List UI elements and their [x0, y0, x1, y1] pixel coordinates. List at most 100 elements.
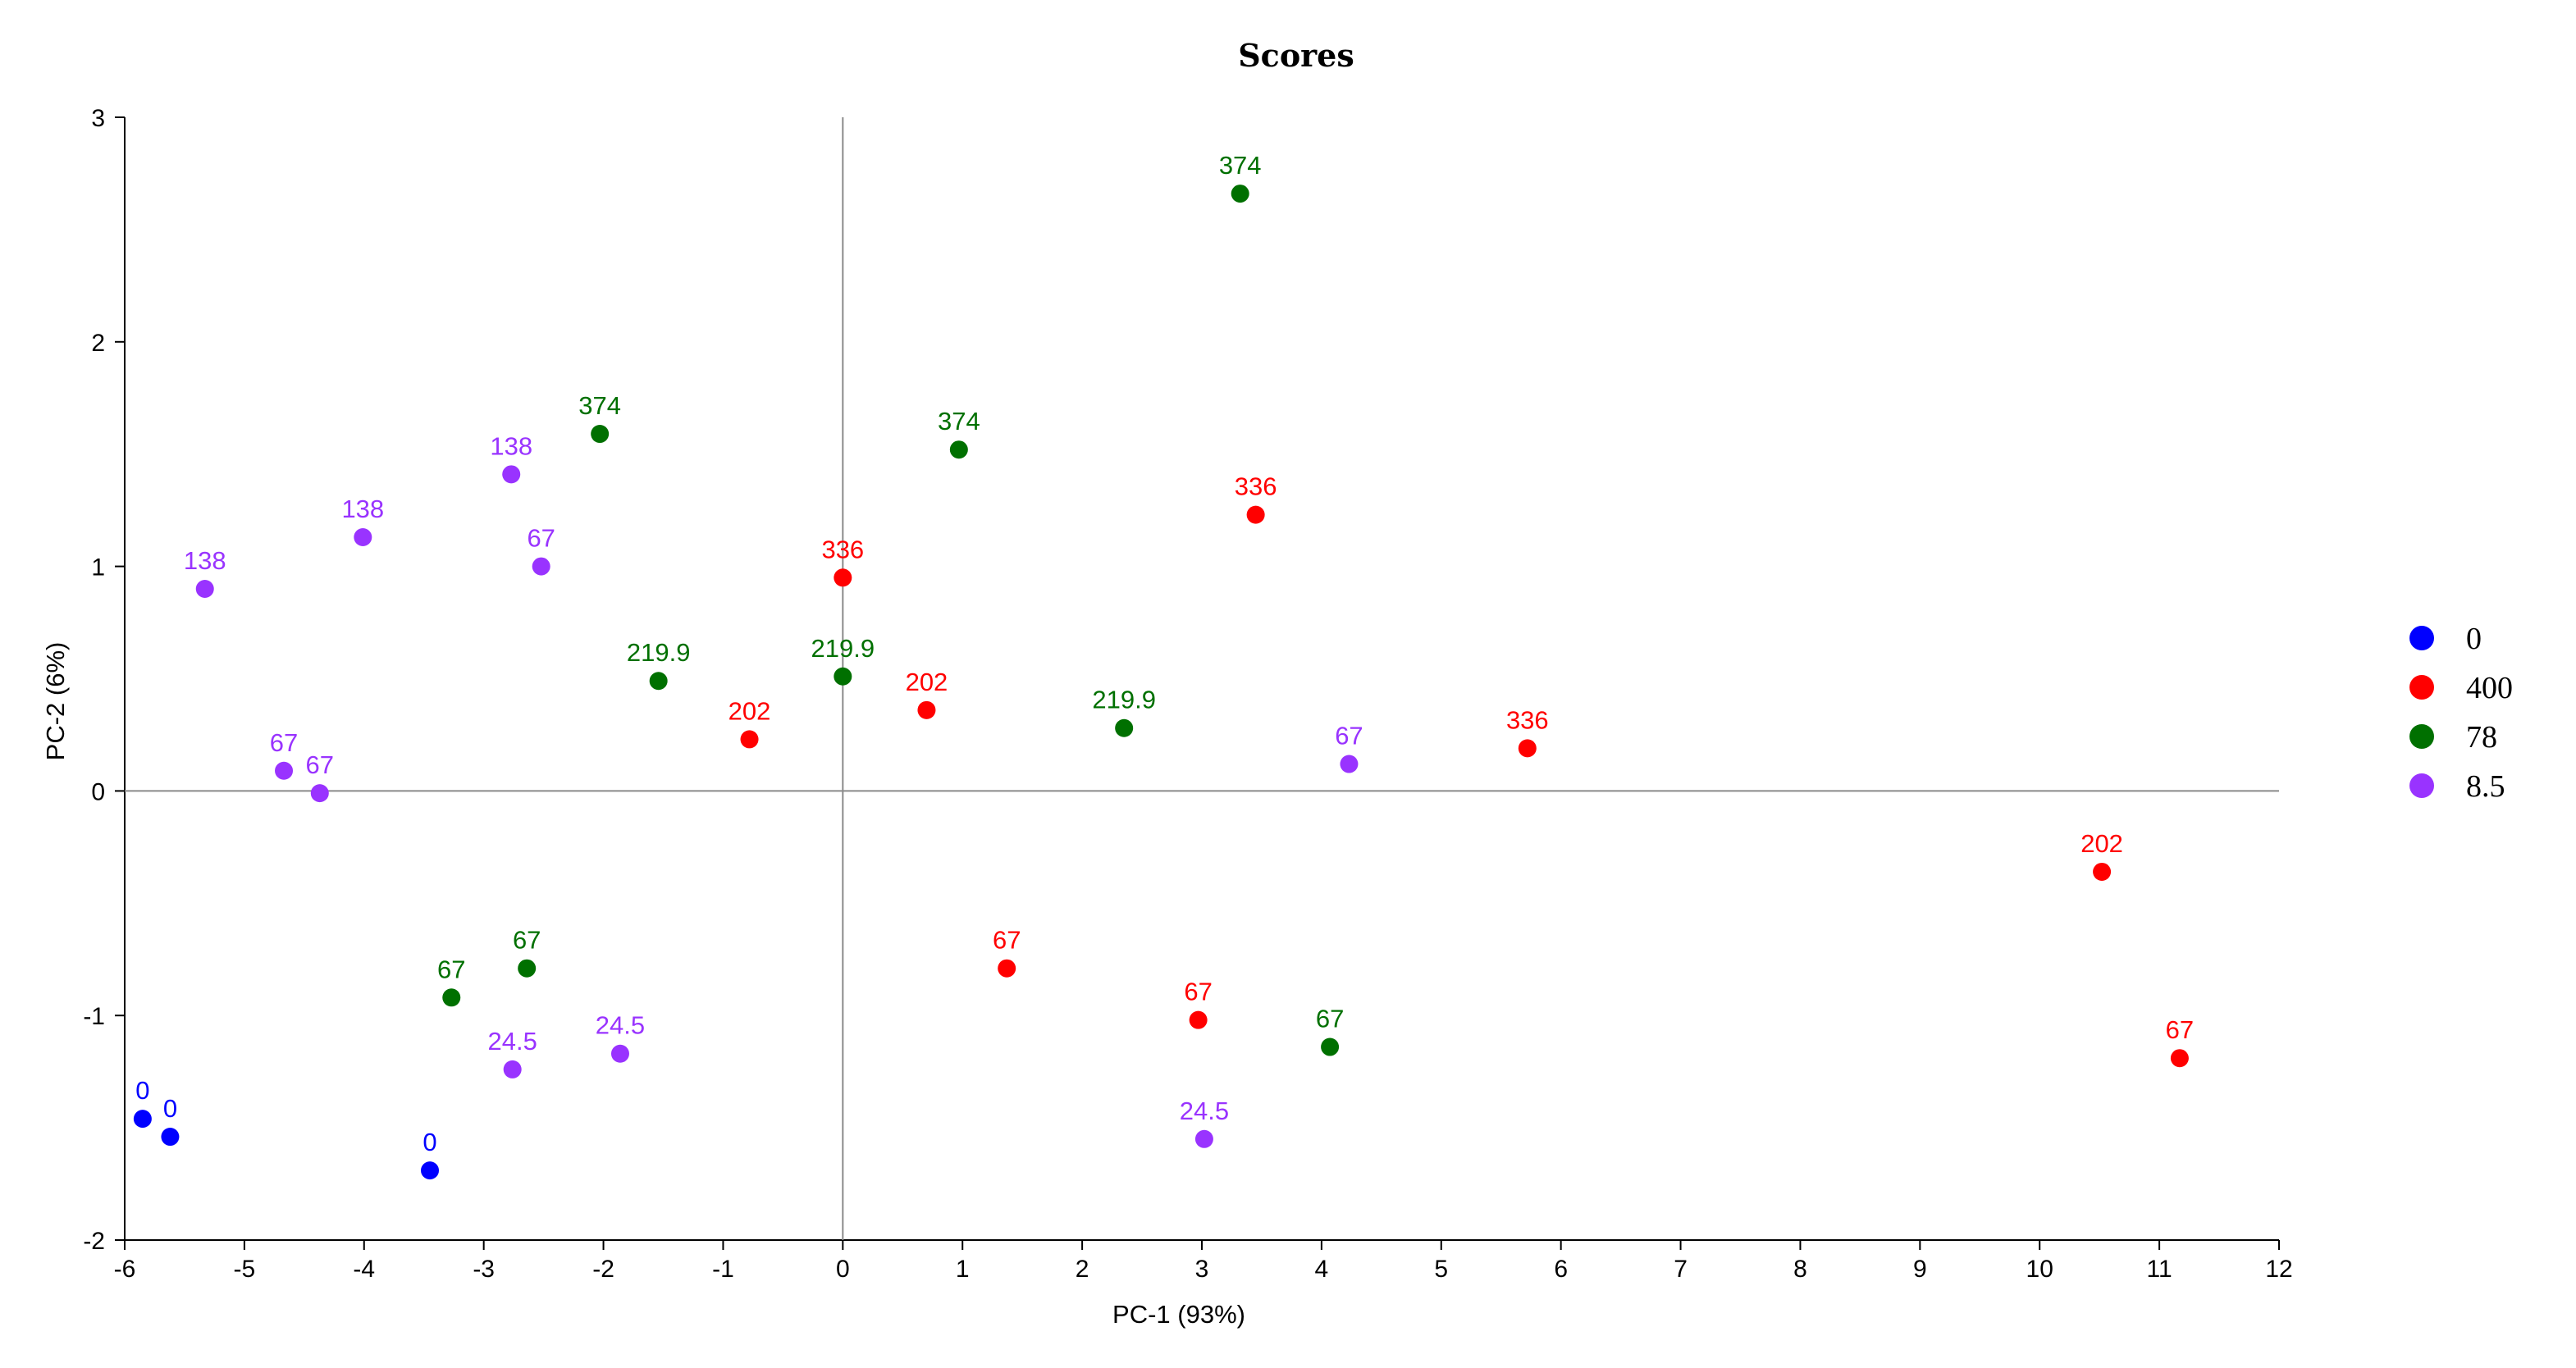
x-tick-label: 5 — [1434, 1256, 1448, 1283]
x-tick-label: -4 — [353, 1256, 375, 1283]
y-tick-label: -2 — [83, 1228, 105, 1255]
data-point — [1189, 1010, 1208, 1029]
point-label: 219.9 — [627, 638, 691, 667]
x-tick-label: 7 — [1674, 1256, 1688, 1283]
data-point — [310, 784, 329, 803]
x-tick-label: 12 — [2265, 1256, 2292, 1283]
point-label: 0 — [163, 1094, 177, 1123]
data-point — [532, 557, 550, 576]
point-label: 336 — [821, 535, 864, 563]
data-point — [1115, 718, 1134, 737]
x-tick-label: -3 — [473, 1256, 495, 1283]
point-label: 202 — [2080, 829, 2123, 858]
x-tick-label: 9 — [1913, 1256, 1927, 1283]
point-label: 67 — [270, 728, 298, 757]
legend-marker — [2409, 675, 2434, 700]
point-label: 67 — [1316, 1005, 1344, 1033]
data-point — [354, 528, 372, 547]
data-point — [834, 568, 852, 587]
data-point — [917, 700, 936, 719]
data-point — [442, 988, 461, 1007]
data-point — [740, 730, 759, 749]
point-label: 374 — [1219, 151, 1262, 180]
point-label: 138 — [184, 546, 226, 575]
data-point — [834, 667, 852, 686]
legend-label: 400 — [2466, 671, 2513, 705]
legend-label: 0 — [2466, 622, 2482, 656]
point-label: 67 — [513, 926, 541, 955]
point-label: 219.9 — [1092, 686, 1156, 714]
x-tick-label: -2 — [592, 1256, 614, 1283]
x-axis-label: PC-1 (93%) — [1112, 1300, 1245, 1329]
data-point — [518, 959, 537, 978]
x-axis-ticks: -6 -5 -4 -3 -2 -1 0 1 2 3 4 5 6 7 8 9 10 11 12 — [114, 1240, 2293, 1283]
legend: 0 400 78 8.5 — [2409, 622, 2513, 804]
data-points: 000202336202336336676720267374374374219.… — [133, 151, 2194, 1180]
data-point — [503, 1060, 522, 1078]
point-label: 202 — [906, 668, 948, 696]
point-label: 24.5 — [596, 1011, 645, 1040]
point-label: 138 — [341, 495, 384, 523]
data-point — [610, 1044, 629, 1063]
legend-label: 78 — [2466, 720, 2497, 755]
point-label: 67 — [306, 750, 334, 779]
y-axis-label: PC-2 (6%) — [41, 642, 70, 761]
data-point — [133, 1110, 152, 1129]
point-label: 0 — [422, 1128, 436, 1156]
y-tick-label: 2 — [91, 330, 105, 357]
point-label: 336 — [1235, 472, 1277, 501]
legend-label: 8.5 — [2466, 769, 2505, 804]
x-tick-label: -6 — [114, 1256, 136, 1283]
data-point — [421, 1161, 440, 1180]
point-label: 67 — [2166, 1015, 2194, 1044]
data-point — [195, 579, 214, 598]
data-point — [1518, 739, 1537, 758]
y-axis-ticks: -2 -1 0 1 2 3 — [83, 105, 125, 1255]
data-point — [1321, 1037, 1340, 1056]
data-point — [998, 959, 1016, 978]
y-tick-label: -1 — [83, 1003, 105, 1030]
data-point — [2170, 1049, 2189, 1068]
data-point — [649, 672, 668, 691]
x-tick-label: 8 — [1793, 1256, 1807, 1283]
x-tick-label: 10 — [2026, 1256, 2053, 1283]
data-point — [2093, 862, 2112, 881]
x-tick-label: 3 — [1195, 1256, 1209, 1283]
data-point — [591, 425, 610, 444]
x-tick-label: 0 — [836, 1256, 850, 1283]
point-label: 138 — [490, 431, 532, 460]
x-tick-label: 2 — [1076, 1256, 1089, 1283]
point-label: 374 — [938, 407, 980, 435]
x-tick-label: 1 — [956, 1256, 970, 1283]
data-point — [1340, 755, 1359, 773]
point-label: 67 — [1335, 722, 1363, 750]
point-label: 336 — [1506, 705, 1549, 734]
data-point — [1231, 185, 1249, 203]
legend-marker — [2409, 626, 2434, 650]
x-tick-label: -1 — [712, 1256, 734, 1283]
x-tick-label: -5 — [234, 1256, 256, 1283]
data-point — [949, 440, 968, 459]
x-tick-label: 6 — [1554, 1256, 1568, 1283]
data-point — [1246, 505, 1265, 524]
data-point — [502, 465, 521, 484]
point-label: 219.9 — [811, 634, 875, 663]
data-point — [1194, 1129, 1213, 1148]
point-label: 67 — [993, 926, 1021, 955]
legend-marker — [2409, 773, 2434, 798]
point-label: 24.5 — [1180, 1097, 1229, 1125]
y-tick-label: 3 — [91, 105, 105, 132]
point-label: 0 — [135, 1076, 149, 1105]
legend-marker — [2409, 724, 2434, 749]
data-point — [275, 761, 294, 780]
data-point — [161, 1128, 180, 1147]
point-label: 67 — [437, 955, 465, 983]
chart-title: Scores — [1238, 37, 1354, 74]
y-tick-label: 0 — [91, 778, 105, 805]
y-tick-label: 1 — [91, 554, 105, 581]
x-tick-label: 11 — [2147, 1256, 2172, 1283]
point-label: 67 — [527, 524, 555, 553]
point-label: 202 — [728, 696, 771, 725]
